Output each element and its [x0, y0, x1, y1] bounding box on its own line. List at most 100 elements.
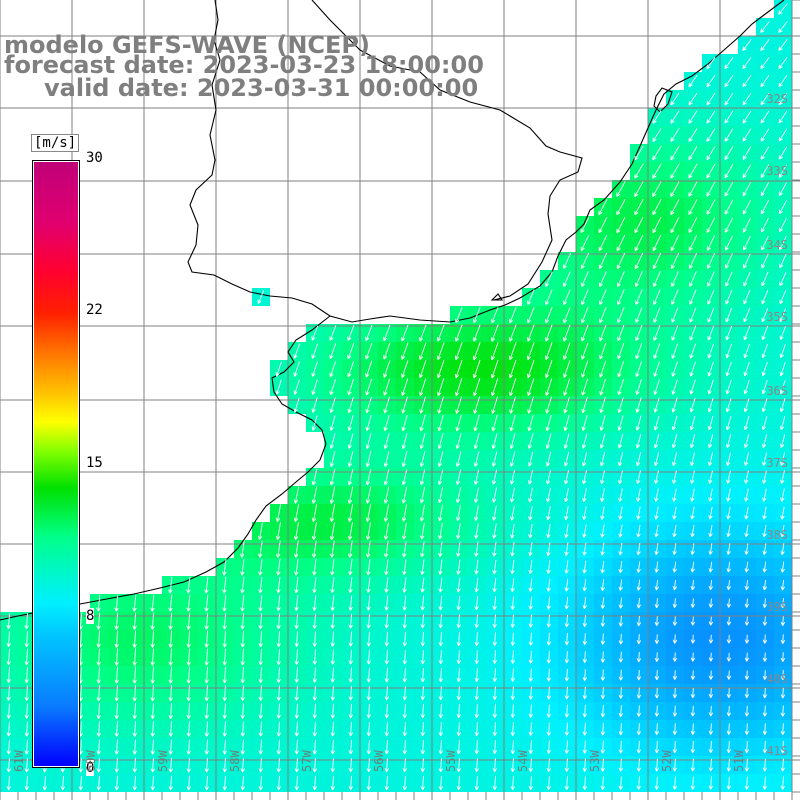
wind-arrow: [636, 634, 642, 645]
wind-arrow: [204, 703, 209, 719]
wind-arrow: [419, 486, 426, 504]
wind-arrow: [778, 39, 788, 51]
wind-arrow: [222, 757, 227, 773]
wind-arrow: [456, 632, 461, 647]
wind-arrow: [546, 758, 552, 772]
wind-arrow: [132, 612, 137, 630]
wind-arrow: [726, 670, 732, 680]
wind-arrow: [706, 235, 716, 251]
wind-arrow: [222, 739, 227, 755]
wind-arrow: [780, 506, 785, 520]
wind-arrow: [312, 631, 317, 647]
colorbar-tick-30: 30: [86, 150, 103, 166]
wind-arrow: [474, 632, 479, 647]
wind-arrow: [312, 540, 317, 558]
wind-arrow: [186, 721, 191, 737]
wind-arrow: [384, 631, 389, 647]
wind-arrow: [708, 652, 714, 662]
wind-arrow: [618, 506, 623, 520]
wind-arrow: [204, 721, 209, 737]
wind-arrow: [294, 685, 299, 701]
wind-arrow: [618, 651, 624, 663]
wind-arrow: [528, 704, 534, 718]
wind-arrow: [780, 470, 785, 484]
wind-arrow: [689, 379, 696, 395]
wind-arrow: [114, 612, 119, 630]
wind-arrow: [618, 470, 623, 485]
wind-arrow: [762, 488, 767, 502]
wind-arrow: [257, 522, 263, 540]
wind-arrow: [672, 524, 677, 538]
wind-arrow: [762, 670, 768, 680]
wind-arrow: [204, 685, 209, 702]
wind-arrow: [312, 667, 317, 683]
wind-arrow: [581, 324, 589, 342]
wind-arrow: [437, 487, 444, 504]
wind-arrow: [546, 686, 552, 700]
wind-arrow: [474, 740, 479, 755]
wind-arrow: [742, 217, 752, 233]
wind-arrow: [114, 666, 119, 684]
wind-arrow: [348, 558, 353, 576]
wind-arrow: [401, 360, 409, 378]
wind-arrow: [544, 324, 553, 342]
wind-arrow: [672, 488, 677, 502]
wind-arrow: [132, 666, 137, 684]
wind-arrow: [6, 649, 11, 666]
wind-arrow: [545, 360, 553, 378]
wind-arrow: [582, 524, 587, 538]
wind-arrow: [671, 433, 678, 449]
wind-arrow: [419, 469, 426, 486]
wind-arrow: [258, 594, 263, 612]
wind-arrow: [672, 470, 677, 484]
wind-arrow: [384, 776, 389, 791]
wind-arrow: [690, 652, 696, 662]
wind-arrow: [420, 704, 425, 719]
wind-arrow: [564, 488, 569, 503]
wind-arrow: [528, 758, 533, 773]
wind-arrow: [258, 721, 263, 737]
wind-arrow: [438, 541, 443, 558]
wind-arrow: [562, 253, 571, 269]
wind-arrow: [726, 598, 732, 608]
wind-arrow: [204, 648, 209, 666]
wind-arrow: [510, 614, 515, 628]
wind-arrow: [312, 685, 317, 701]
wind-arrow: [743, 434, 750, 449]
wind-arrow: [636, 669, 642, 681]
wind-arrow: [779, 416, 786, 431]
wind-arrow: [778, 57, 788, 70]
wind-arrow: [365, 378, 373, 396]
wind-arrow: [509, 433, 516, 449]
wind-arrow: [258, 558, 263, 576]
wind-arrow: [616, 181, 626, 197]
wind-arrow: [420, 686, 425, 701]
wind-arrow: [600, 722, 606, 736]
wind-arrow: [473, 433, 480, 450]
wind-arrow: [384, 540, 389, 558]
wind-arrow: [311, 522, 317, 541]
wind-arrow: [726, 705, 732, 717]
wind-arrow: [582, 469, 588, 485]
wind-arrow: [222, 666, 227, 684]
colorbar-tick-0: 0: [86, 760, 95, 776]
wind-arrow: [616, 253, 626, 270]
wind-arrow: [707, 307, 715, 323]
wind-arrow: [742, 181, 752, 197]
wind-arrow: [528, 686, 534, 700]
wind-arrow: [780, 740, 786, 754]
wind-arrow: [744, 670, 750, 680]
wind-arrow: [706, 146, 716, 161]
wind-arrow: [634, 198, 644, 216]
wind-arrow: [366, 631, 371, 647]
wind-arrow: [653, 433, 660, 449]
wind-arrow: [348, 776, 353, 791]
wind-arrow: [419, 378, 427, 396]
wind-arrow: [312, 775, 317, 791]
wind-arrow: [546, 596, 551, 610]
wind-arrow: [204, 612, 209, 630]
wind-arrow: [706, 57, 716, 70]
wind-arrow: [384, 577, 389, 593]
wind-arrow: [383, 342, 391, 360]
